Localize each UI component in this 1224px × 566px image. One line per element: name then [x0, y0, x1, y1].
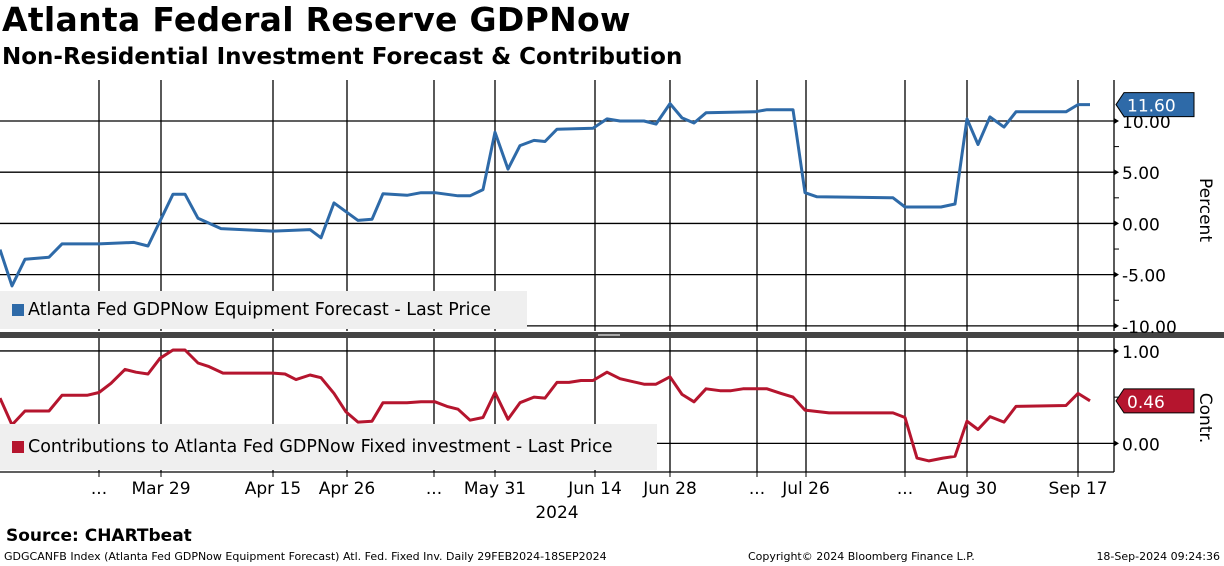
- y-tick-mark: [1114, 117, 1119, 124]
- x-tick-label: Jul 26: [781, 479, 830, 499]
- y-tick-mark: [1114, 220, 1119, 227]
- bottom-y-axis-label: Contr.: [1195, 393, 1215, 444]
- y-tick-label: 10.00: [1122, 113, 1171, 133]
- bottom-legend: Contributions to Atlanta Fed GDPNow Fixe…: [0, 424, 657, 470]
- last-value-marker: [1115, 92, 1195, 118]
- legend-swatch-equipment: [12, 304, 24, 316]
- x-tick-label: Jun 14: [567, 479, 622, 499]
- x-tick-label: Mar 29: [131, 479, 190, 499]
- legend-label-equipment: Atlanta Fed GDPNow Equipment Forecast - …: [28, 300, 491, 320]
- y-tick-mark: [1114, 322, 1119, 329]
- footer-copyright: Copyright© 2024 Bloomberg Finance L.P.: [748, 550, 975, 563]
- x-tick-label: Aug 30: [937, 479, 997, 499]
- y-tick-label: 1.00: [1122, 343, 1160, 363]
- chart-title: Atlanta Federal Reserve GDPNow: [2, 0, 631, 39]
- x-tick-label: Apr 26: [319, 479, 375, 499]
- footer-description: GDGCANFB Index (Atlanta Fed GDPNow Equip…: [4, 550, 607, 563]
- x-tick-label: ...: [749, 479, 765, 499]
- y-tick-mark: [1114, 347, 1119, 354]
- x-tick-label: ...: [897, 479, 913, 499]
- top-legend: Atlanta Fed GDPNow Equipment Forecast - …: [0, 291, 527, 329]
- legend-swatch-contribution: [12, 441, 24, 453]
- top-y-axis-label: Percent: [1195, 178, 1215, 242]
- x-tick-label: Apr 15: [245, 479, 301, 499]
- last-value-label: 0.46: [1127, 393, 1165, 413]
- panel-resize-handle[interactable]: [598, 334, 620, 336]
- y-tick-mark: [1114, 169, 1119, 176]
- last-value-label: 11.60: [1127, 97, 1176, 117]
- x-tick-label: ...: [91, 479, 107, 499]
- y-tick-label: -5.00: [1122, 267, 1166, 287]
- y-tick-label: 5.00: [1122, 164, 1160, 184]
- y-tick-mark: [1114, 440, 1119, 447]
- legend-label-contribution: Contributions to Atlanta Fed GDPNow Fixe…: [28, 437, 613, 457]
- source-label: Source: CHARTbeat: [6, 526, 192, 546]
- last-value-marker: [1115, 388, 1195, 414]
- x-tick-label: Sep 17: [1048, 479, 1107, 499]
- chart-subtitle: Non-Residential Investment Forecast & Co…: [2, 44, 683, 70]
- y-tick-mark: [1114, 271, 1119, 278]
- x-tick-label: ...: [426, 479, 442, 499]
- footer-timestamp: 18-Sep-2024 09:24:36: [1096, 550, 1220, 563]
- y-tick-label: 0.00: [1122, 215, 1160, 235]
- series-line-equipment: [0, 102, 1090, 288]
- x-axis-year-label: 2024: [535, 503, 578, 523]
- series-line-contribution: [0, 348, 1091, 463]
- x-tick-label: Jun 28: [642, 479, 697, 499]
- x-tick-label: May 31: [464, 479, 526, 499]
- y-tick-label: 0.00: [1122, 435, 1160, 455]
- y-tick-label: -10.00: [1122, 318, 1177, 338]
